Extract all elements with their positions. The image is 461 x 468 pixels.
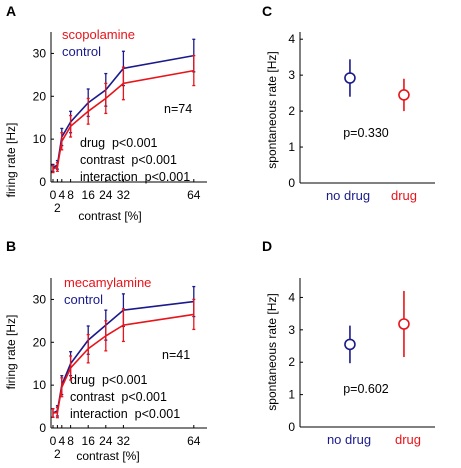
panel-a-xlabel: contrast [%] xyxy=(78,209,141,223)
panel-c-y-tick-label: 1 xyxy=(288,140,295,154)
panel-a-x-tick-label: 2 xyxy=(54,201,61,215)
panel-a-legend-control: control xyxy=(62,44,101,59)
panel-d-y-tick-label: 0 xyxy=(288,420,295,434)
panel-c-point-no-drug-marker xyxy=(344,72,356,84)
panel-b-y-tick-label: 10 xyxy=(33,378,47,392)
panel-b-series-mecamylamine-line xyxy=(52,313,194,414)
panel-b-y-tick-label: 30 xyxy=(33,292,47,306)
panel-a-x-tick-label: 8 xyxy=(67,188,74,202)
panel-b-x-tick-label: 16 xyxy=(82,434,96,448)
panel-label-d: D xyxy=(262,238,272,254)
panel-b-x-tick-label: 8 xyxy=(67,434,74,448)
panel-b-xlabel: contrast [%] xyxy=(76,449,139,463)
panel-c-y-tick-label: 4 xyxy=(288,32,295,46)
panel-b-x-tick-label: 0 xyxy=(50,434,57,448)
panel-a-x-tick-label: 24 xyxy=(99,188,113,202)
panel-a-x-tick-label: 4 xyxy=(58,188,65,202)
panel-a-n-label: n=74 xyxy=(164,102,192,116)
panel-label-a: A xyxy=(6,3,16,19)
panel-a-y-tick-label: 10 xyxy=(33,132,47,146)
panel-b-stat-interaction: interaction p<0.001 xyxy=(70,407,180,421)
panel-a-y-tick-label: 20 xyxy=(33,89,47,103)
panel-label-b: B xyxy=(6,238,16,254)
panel-b-y-tick-label: 0 xyxy=(39,421,46,435)
panel-b-x-tick-label: 64 xyxy=(187,434,201,448)
panel-d-point-drug-marker xyxy=(398,318,410,330)
panel-c-category-drug: drug xyxy=(391,188,417,203)
panel-c-ylabel: spontaneous rate [Hz] xyxy=(265,51,279,168)
panel-a-y-tick-label: 0 xyxy=(39,175,46,189)
panel-a-y-tick-label: 30 xyxy=(33,46,47,60)
panel-b-x-tick-label: 4 xyxy=(58,434,65,448)
panel-a-legend-drug: scopolamine xyxy=(62,27,135,42)
panel-c-p-label: p=0.330 xyxy=(343,126,389,140)
panel-c-category-no-drug: no drug xyxy=(326,188,370,203)
panel-label-c: C xyxy=(262,3,272,19)
panel-b-n-label: n=41 xyxy=(162,348,190,362)
panel-d-category-no-drug: no drug xyxy=(327,432,371,447)
panel-a-stat-interaction: interaction p<0.001 xyxy=(80,170,190,184)
panel-a-stat-contrast: contrast p<0.001 xyxy=(80,153,177,167)
panel-b-x-tick-label: 2 xyxy=(54,447,61,461)
panel-a-stat-drug: drug p<0.001 xyxy=(80,136,158,150)
panel-d-p-label: p=0.602 xyxy=(343,382,389,396)
panel-d-point-no-drug-marker xyxy=(344,338,356,351)
panel-a-ylabel: firing rate [Hz] xyxy=(4,123,18,198)
panel-b-stat-contrast: contrast p<0.001 xyxy=(70,390,167,404)
panel-d-y-tick-label: 2 xyxy=(288,355,295,369)
panel-a-x-tick-label: 32 xyxy=(117,188,131,202)
panel-c-point-drug-marker xyxy=(398,89,410,101)
panel-c-y-tick-label: 2 xyxy=(288,104,295,118)
panel-a-x-tick-label: 0 xyxy=(50,188,57,202)
panel-c-y-tick-label: 0 xyxy=(288,176,295,190)
panel-b-y-tick-label: 20 xyxy=(33,335,47,349)
panel-d-ylabel: spontaneous rate [Hz] xyxy=(265,293,279,410)
panel-b-x-tick-label: 32 xyxy=(117,434,131,448)
panel-b-ylabel: firing rate [Hz] xyxy=(4,315,18,390)
panel-d-y-tick-label: 4 xyxy=(288,290,295,304)
panel-d-category-drug: drug xyxy=(395,432,421,447)
panel-c-y-tick-label: 3 xyxy=(288,68,295,82)
panel-a-x-tick-label: 64 xyxy=(187,188,201,202)
panel-d-y-tick-label: 3 xyxy=(288,323,295,337)
panel-b-x-tick-label: 24 xyxy=(99,434,113,448)
panel-d-y-tick-label: 1 xyxy=(288,388,295,402)
panel-b-legend-drug: mecamylamine xyxy=(64,275,151,290)
panel-b-stat-drug: drug p<0.001 xyxy=(70,373,148,387)
panel-b-legend-control: control xyxy=(64,292,103,307)
panel-a-x-tick-label: 16 xyxy=(82,188,96,202)
